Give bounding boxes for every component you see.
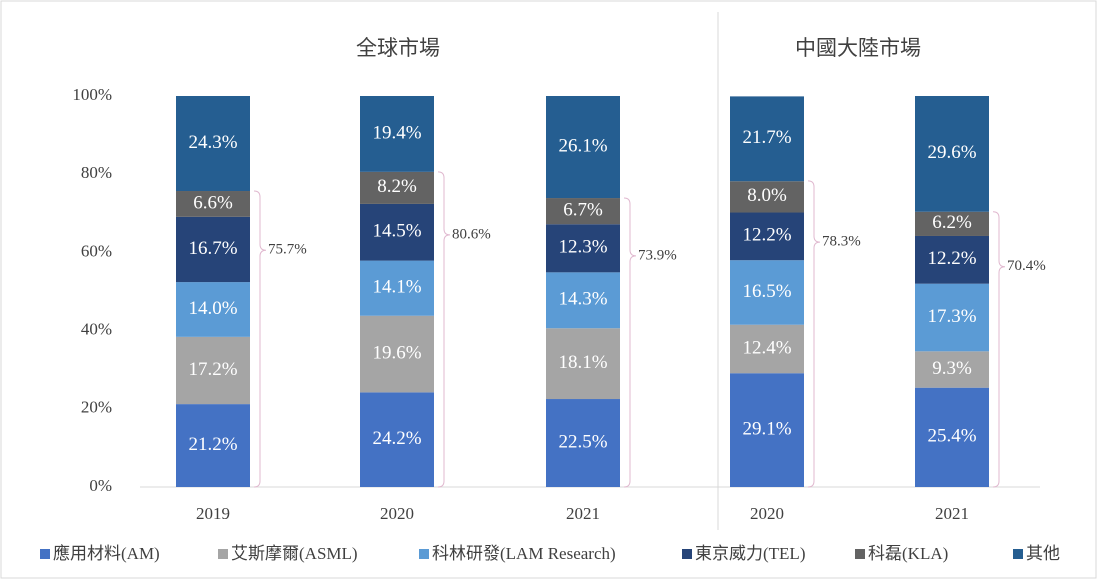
- bar-segment: [176, 282, 250, 337]
- bar-segment: [546, 224, 620, 273]
- legend-label: 應用材料(AM): [53, 543, 160, 563]
- bar-segment: [360, 392, 434, 487]
- data-label: 29.1%: [742, 418, 791, 439]
- bar-segment: [176, 404, 250, 487]
- bracket: [807, 180, 821, 488]
- bar-segment: [730, 373, 804, 487]
- bar-segment: [915, 351, 989, 388]
- bar-segment: [176, 191, 250, 217]
- y-tick-label: 60%: [81, 241, 112, 260]
- data-label: 6.6%: [193, 192, 233, 213]
- data-label: 25.4%: [927, 426, 976, 447]
- data-label: 14.0%: [188, 298, 237, 319]
- bracket: [623, 197, 637, 488]
- bar-segment: [360, 96, 434, 172]
- bar-segment: [360, 203, 434, 261]
- bar-segment: [546, 272, 620, 329]
- data-label: 8.2%: [377, 176, 417, 197]
- bar-segment: [915, 211, 989, 236]
- bar-segment: [915, 387, 989, 487]
- x-tick-label: 2020: [750, 504, 784, 523]
- legend-swatch: [218, 549, 228, 559]
- bracket-label: 73.9%: [638, 247, 677, 263]
- bar-segment: [546, 96, 620, 199]
- bracket-label: 70.4%: [1007, 258, 1046, 274]
- y-tick-label: 80%: [81, 163, 112, 182]
- data-label: 21.2%: [188, 434, 237, 455]
- x-tick-label: 2020: [380, 504, 414, 523]
- data-label: 18.1%: [558, 352, 607, 373]
- data-label: 12.2%: [927, 248, 976, 269]
- data-label: 6.7%: [563, 200, 603, 221]
- data-label: 16.5%: [742, 281, 791, 302]
- data-label: 24.3%: [188, 132, 237, 153]
- bracket: [437, 171, 451, 488]
- legend-label: 科磊(KLA): [868, 544, 948, 563]
- data-label: 19.4%: [372, 122, 421, 143]
- x-tick-label: 2021: [566, 504, 600, 523]
- data-label: 9.3%: [932, 358, 972, 379]
- group-label: 全球市場: [356, 36, 440, 60]
- y-tick-label: 20%: [81, 398, 112, 417]
- x-tick-label: 2021: [935, 504, 969, 523]
- data-label: 21.7%: [742, 127, 791, 148]
- bar-segment: [915, 96, 989, 212]
- bar-segment: [730, 324, 804, 374]
- legend-swatch: [682, 549, 692, 559]
- data-label: 17.2%: [188, 359, 237, 380]
- legend-label: 東京威力(TEL): [695, 544, 805, 563]
- legend-swatch: [419, 549, 429, 559]
- data-label: 6.2%: [932, 212, 972, 233]
- bar-segment: [176, 336, 250, 405]
- bracket-label: 80.6%: [452, 226, 491, 242]
- legend-label: 其他: [1026, 544, 1060, 563]
- data-label: 22.5%: [558, 431, 607, 452]
- bar-segment: [730, 181, 804, 213]
- data-label: 14.3%: [558, 289, 607, 310]
- data-label: 29.6%: [927, 142, 976, 163]
- data-label: 12.3%: [558, 237, 607, 258]
- bar-segment: [730, 212, 804, 261]
- bracket: [253, 190, 267, 488]
- bar-segment: [730, 96, 804, 182]
- bar-segment: [730, 260, 804, 325]
- data-label: 24.2%: [372, 428, 421, 449]
- bar-segment: [915, 235, 989, 284]
- bar-segment: [360, 260, 434, 316]
- bracket: [992, 211, 1006, 488]
- legend-swatch: [855, 549, 865, 559]
- data-label: 8.0%: [747, 185, 787, 206]
- legend-label: 艾斯摩爾(ASML): [231, 544, 358, 563]
- data-label: 12.4%: [742, 337, 791, 358]
- data-label: 17.3%: [927, 306, 976, 327]
- bar-segment: [176, 96, 250, 192]
- legend-label: 科林研發(LAM Research): [432, 544, 616, 563]
- data-label: 12.2%: [742, 225, 791, 246]
- data-label: 16.7%: [188, 238, 237, 259]
- bracket-label: 75.7%: [268, 242, 307, 258]
- bar-segment: [915, 283, 989, 352]
- bar-segment: [546, 399, 620, 487]
- y-tick-label: 0%: [89, 476, 112, 495]
- x-tick-label: 2019: [196, 504, 230, 523]
- legend-swatch: [1013, 549, 1023, 559]
- data-label: 14.5%: [372, 221, 421, 242]
- bar-segment: [546, 198, 620, 225]
- data-label: 26.1%: [558, 135, 607, 156]
- y-tick-label: 100%: [72, 85, 112, 104]
- y-tick-label: 40%: [81, 320, 112, 339]
- bar-segment: [360, 171, 434, 204]
- bar-segment: [360, 315, 434, 393]
- data-label: 19.6%: [372, 342, 421, 363]
- bar-segment: [176, 216, 250, 283]
- bracket-label: 78.3%: [822, 234, 861, 250]
- bar-segment: [546, 328, 620, 400]
- group-label: 中國大陸市場: [795, 36, 921, 60]
- legend-swatch: [40, 549, 50, 559]
- data-label: 14.1%: [372, 277, 421, 298]
